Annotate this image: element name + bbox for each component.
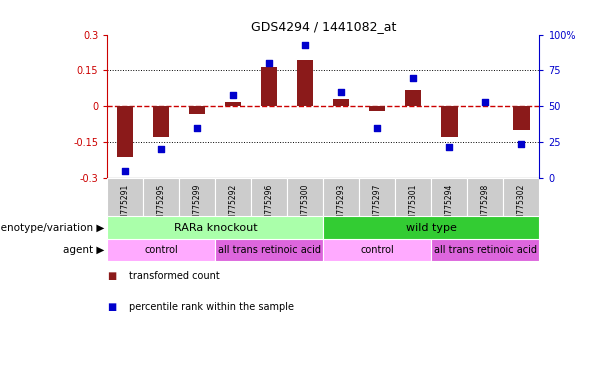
Point [156, 146, 166, 152]
Bar [369, 106, 386, 111]
Text: GSM775299: GSM775299 [193, 184, 202, 230]
Point [481, 99, 490, 105]
Bar [215, 239, 324, 261]
Point [229, 92, 238, 98]
Text: all trans retinoic acid: all trans retinoic acid [218, 245, 321, 255]
Bar [324, 178, 359, 217]
Bar [215, 178, 251, 217]
Text: RARa knockout: RARa knockout [173, 223, 257, 233]
Point [300, 41, 310, 48]
Bar [225, 102, 242, 106]
Text: transformed count: transformed count [129, 271, 219, 281]
Bar [324, 217, 539, 239]
Bar [107, 217, 324, 239]
Text: GSM775300: GSM775300 [301, 184, 310, 230]
Bar [395, 178, 432, 217]
Bar [189, 106, 205, 114]
Bar [432, 239, 539, 261]
Point [517, 141, 527, 147]
Point [373, 125, 383, 131]
Text: control: control [145, 245, 178, 255]
Text: ■: ■ [107, 302, 116, 312]
Text: ■: ■ [107, 271, 116, 281]
Bar [468, 178, 503, 217]
Bar [179, 178, 215, 217]
Text: GSM775296: GSM775296 [265, 184, 274, 230]
Text: GSM775298: GSM775298 [481, 184, 490, 230]
Text: GSM775302: GSM775302 [517, 184, 526, 230]
Text: GSM775297: GSM775297 [373, 184, 382, 230]
Bar [261, 67, 278, 106]
Bar [251, 178, 287, 217]
Bar [117, 106, 134, 157]
Bar [143, 178, 180, 217]
Point [444, 144, 454, 150]
Text: GSM775301: GSM775301 [409, 184, 418, 230]
Text: percentile rank within the sample: percentile rank within the sample [129, 302, 294, 312]
Text: genotype/variation ▶: genotype/variation ▶ [0, 223, 104, 233]
Point [337, 89, 346, 95]
Bar [287, 178, 324, 217]
Bar [333, 99, 349, 106]
Bar [405, 89, 422, 106]
Text: control: control [360, 245, 394, 255]
Bar [107, 239, 215, 261]
Point [408, 74, 418, 81]
Text: GSM775293: GSM775293 [337, 184, 346, 230]
Text: all trans retinoic acid: all trans retinoic acid [434, 245, 537, 255]
Point [120, 168, 130, 174]
Text: GSM775294: GSM775294 [445, 184, 454, 230]
Text: agent ▶: agent ▶ [63, 245, 104, 255]
Text: GSM775295: GSM775295 [157, 184, 166, 230]
Text: GSM775291: GSM775291 [121, 184, 130, 230]
Bar [153, 106, 169, 137]
Bar [432, 178, 467, 217]
Text: GSM775292: GSM775292 [229, 184, 238, 230]
Bar [503, 178, 539, 217]
Point [264, 60, 274, 66]
Point [192, 125, 202, 131]
Text: wild type: wild type [406, 223, 457, 233]
Bar [324, 239, 432, 261]
Bar [107, 178, 143, 217]
Bar [441, 106, 457, 137]
Bar [513, 106, 530, 130]
Bar [297, 60, 313, 106]
Bar [359, 178, 395, 217]
Title: GDS4294 / 1441082_at: GDS4294 / 1441082_at [251, 20, 396, 33]
